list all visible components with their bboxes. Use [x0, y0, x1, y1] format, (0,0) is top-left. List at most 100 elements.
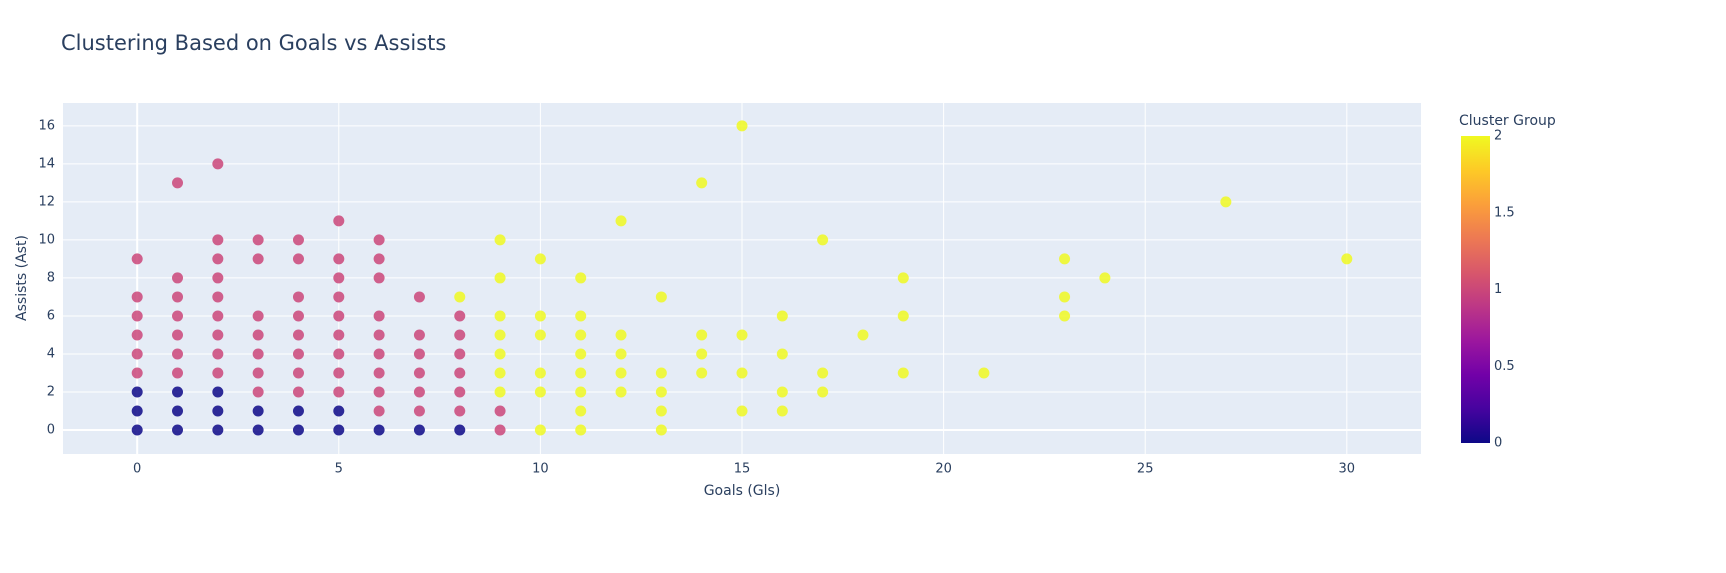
point [131, 329, 143, 341]
x-tick-label: 10 [532, 462, 549, 477]
point [454, 424, 466, 436]
point [736, 329, 748, 341]
point [494, 234, 506, 246]
y-axis-title: Assists (Ast) [14, 235, 30, 321]
point [333, 215, 345, 227]
point [494, 386, 506, 398]
point [696, 177, 708, 189]
point [655, 367, 667, 379]
point [252, 405, 264, 417]
point [494, 405, 506, 417]
point [333, 272, 345, 284]
point [413, 329, 425, 341]
x-tick-label: 15 [734, 462, 751, 477]
point [897, 272, 909, 284]
point [534, 310, 546, 322]
point [212, 405, 224, 417]
point [131, 424, 143, 436]
point [373, 272, 385, 284]
point [333, 310, 345, 322]
colorbar [1461, 136, 1490, 443]
point [172, 424, 184, 436]
y-tick-label: 2 [47, 385, 55, 400]
point [333, 291, 345, 303]
point [776, 348, 788, 360]
point [897, 310, 909, 322]
point [212, 310, 224, 322]
point [494, 348, 506, 360]
point [615, 215, 627, 227]
point [454, 405, 466, 417]
point [575, 367, 587, 379]
point [454, 348, 466, 360]
point [292, 367, 304, 379]
point [575, 310, 587, 322]
point [172, 367, 184, 379]
point [655, 424, 667, 436]
point [817, 367, 829, 379]
point [292, 253, 304, 265]
point [494, 367, 506, 379]
point [212, 424, 224, 436]
point [373, 405, 385, 417]
chart-title: Clustering Based on Goals vs Assists [61, 31, 446, 55]
point [373, 424, 385, 436]
point [615, 348, 627, 360]
point [1059, 291, 1071, 303]
point [212, 291, 224, 303]
y-tick-label: 8 [47, 270, 55, 285]
y-tick-label: 10 [38, 232, 55, 247]
point [131, 386, 143, 398]
point [252, 310, 264, 322]
point [373, 329, 385, 341]
point [696, 367, 708, 379]
point [172, 405, 184, 417]
y-tick-label: 12 [38, 194, 55, 209]
point [131, 253, 143, 265]
point [131, 310, 143, 322]
point [333, 386, 345, 398]
point [212, 386, 224, 398]
point [655, 405, 667, 417]
point [252, 348, 264, 360]
point [817, 234, 829, 246]
point [454, 329, 466, 341]
point [776, 310, 788, 322]
point [736, 367, 748, 379]
point [212, 253, 224, 265]
point [1220, 196, 1232, 208]
colorbar-tick-label: 0 [1494, 436, 1502, 451]
point [373, 253, 385, 265]
point [131, 405, 143, 417]
point [373, 234, 385, 246]
x-axis-title: Goals (Gls) [704, 483, 781, 499]
point [172, 177, 184, 189]
point [252, 367, 264, 379]
point [292, 291, 304, 303]
point [333, 348, 345, 360]
point [413, 424, 425, 436]
y-tick-label: 0 [47, 423, 55, 438]
x-tick-label: 5 [335, 462, 343, 477]
point [1099, 272, 1111, 284]
point [575, 405, 587, 417]
point [454, 310, 466, 322]
point [131, 291, 143, 303]
point [373, 386, 385, 398]
point [696, 329, 708, 341]
point [172, 272, 184, 284]
point [575, 386, 587, 398]
point [534, 253, 546, 265]
colorbar-title: Cluster Group [1459, 113, 1556, 129]
colorbar-tick-label: 0.5 [1494, 359, 1515, 374]
point [696, 348, 708, 360]
point [534, 329, 546, 341]
point [857, 329, 869, 341]
point [575, 424, 587, 436]
point [172, 310, 184, 322]
point [333, 329, 345, 341]
point [292, 310, 304, 322]
point [131, 367, 143, 379]
point [252, 329, 264, 341]
